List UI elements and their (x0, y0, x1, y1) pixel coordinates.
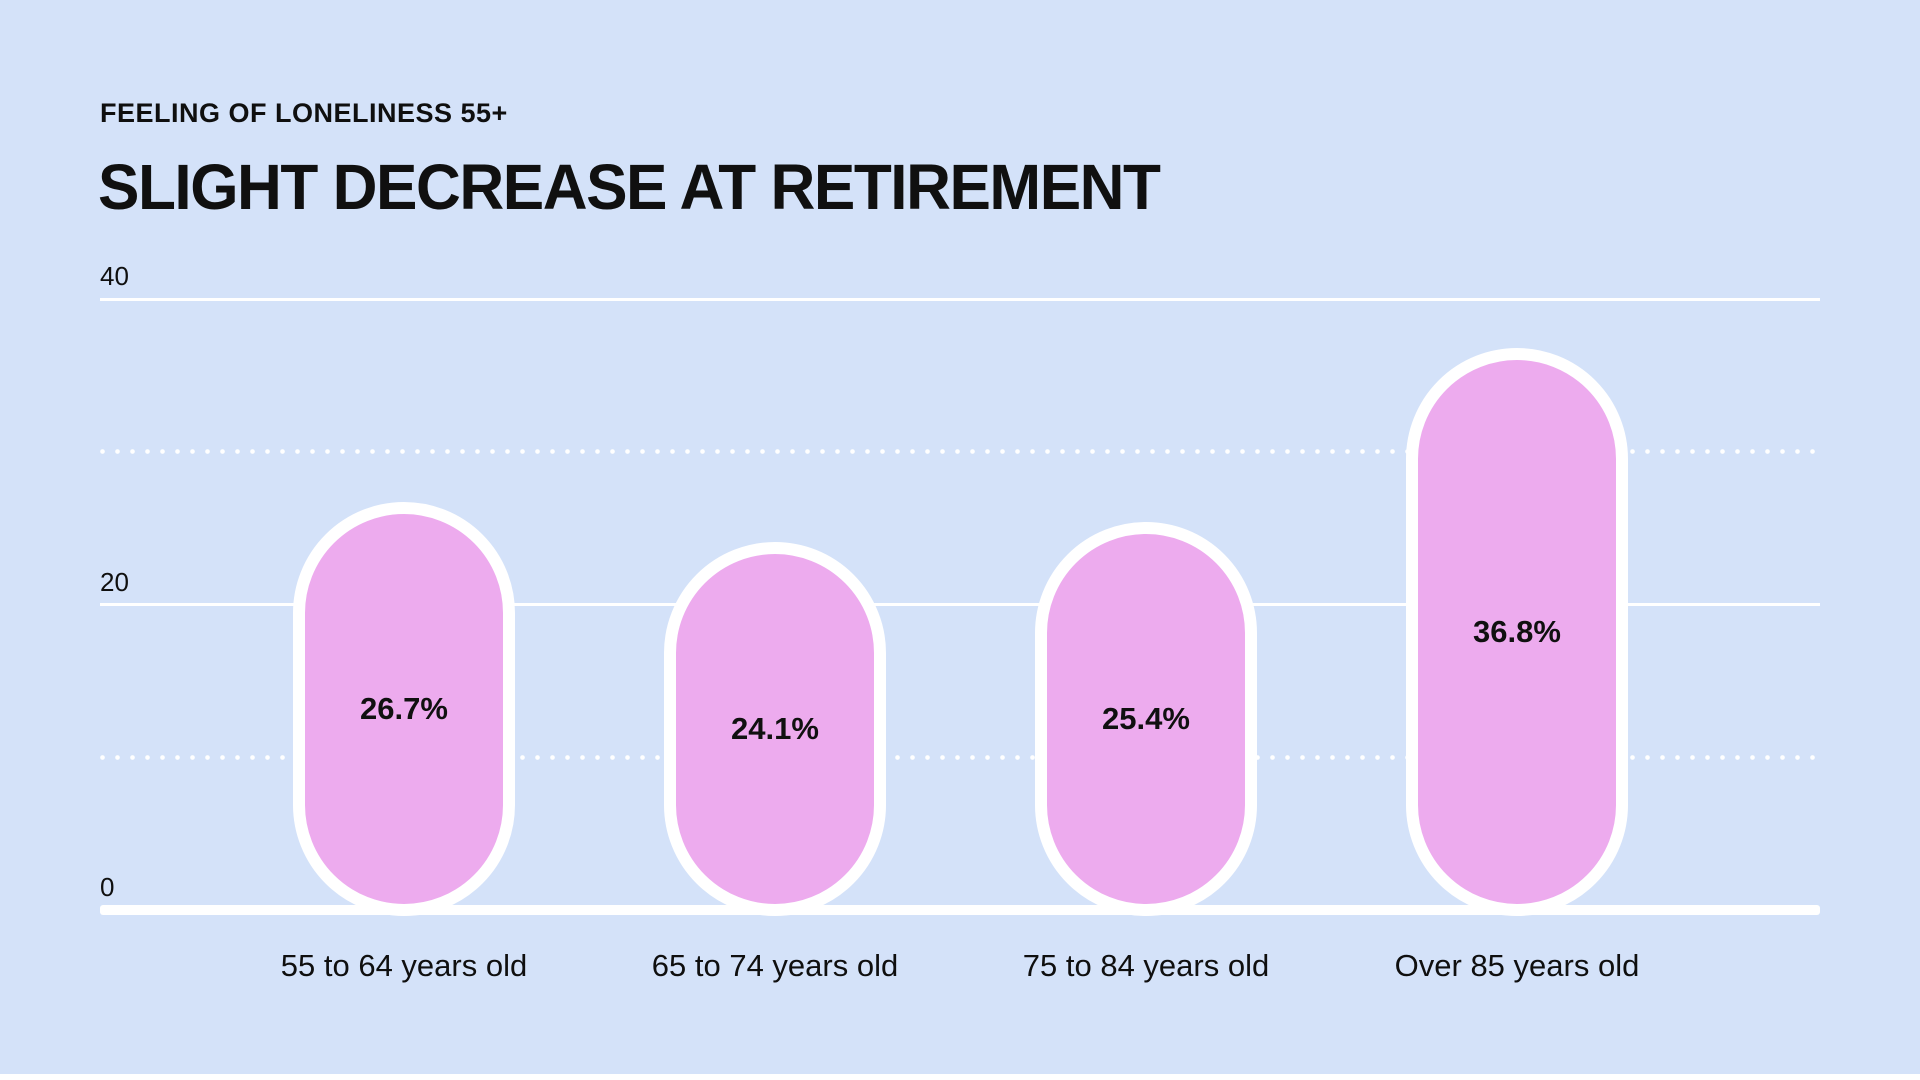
bar-value-label: 36.8% (1473, 614, 1561, 649)
chart-title: SLIGHT DECREASE AT RETIREMENT (98, 151, 1161, 223)
chart-subtitle: FEELING OF LONELINESS 55+ (100, 98, 508, 128)
y-tick-label-40: 40 (100, 261, 129, 291)
bar-over-85-years-old: 36.8% (1406, 348, 1628, 916)
category-label-2: 65 to 74 years old (651, 948, 899, 983)
gridline-solid-20 (100, 603, 1820, 606)
category-label-4: Over 85 years old (1394, 948, 1640, 983)
category-label-3: 75 to 84 years old (1022, 948, 1270, 983)
category-label-1: 55 to 64 years old (280, 948, 528, 983)
gridline-dotted-30 (100, 449, 1820, 454)
bar-65-to-74-years-old: 24.1% (664, 542, 886, 916)
bottom-edge-strip (0, 1074, 1920, 1080)
bar-value-label: 26.7% (360, 691, 448, 726)
gridline-dotted-10 (100, 755, 1820, 760)
bar-value-label: 25.4% (1102, 701, 1190, 736)
bar-55-to-64-years-old: 26.7% (293, 502, 515, 916)
gridline-solid-40 (100, 298, 1820, 301)
x-axis-baseline (100, 905, 1820, 915)
bar-75-to-84-years-old: 25.4% (1035, 522, 1257, 916)
bar-value-label: 24.1% (731, 711, 819, 746)
y-tick-label-20: 20 (100, 567, 129, 597)
y-tick-label-0: 0 (100, 872, 115, 902)
